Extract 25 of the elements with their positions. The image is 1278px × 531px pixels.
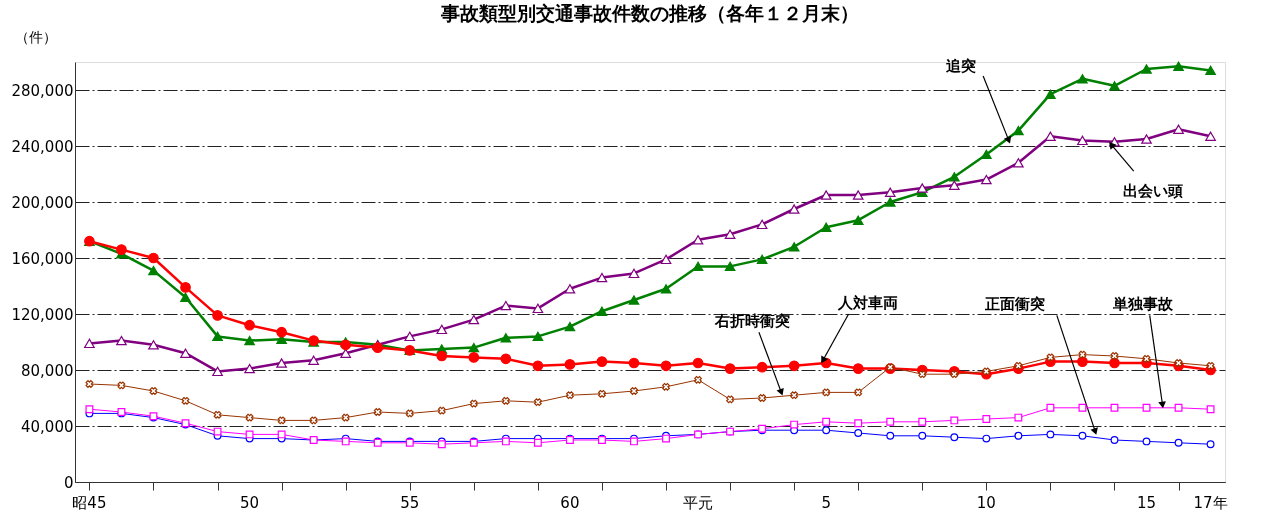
chart-title: 事故類型別交通事故件数の推移（各年１２月末） xyxy=(440,2,859,24)
y-tick-label: 200,000 xyxy=(11,193,74,212)
x-tick-label: 17年 xyxy=(1193,494,1228,512)
y-tick-label: 120,000 xyxy=(11,305,74,324)
x-tick-label: 50 xyxy=(240,494,260,512)
y-tick-label: 80,000 xyxy=(21,361,74,380)
y-tick-label: 280,000 xyxy=(11,81,74,100)
y-tick-label: 40,000 xyxy=(21,417,74,436)
text: 人対車両 xyxy=(836,293,898,312)
x-tick-label: 平元 xyxy=(683,494,714,512)
text: 右折時衝突 xyxy=(714,312,791,330)
x-tick-label: 5 xyxy=(821,494,831,512)
x-tick-label: 55 xyxy=(400,494,420,512)
y-tick-label: 160,000 xyxy=(11,249,74,268)
y-axis-title: （件） xyxy=(14,28,57,45)
text: 単独事故 xyxy=(1112,295,1175,314)
x-tick-label: 15 xyxy=(1136,494,1157,512)
text: 追突 xyxy=(944,57,976,76)
y-tick-label: 240,000 xyxy=(11,137,74,156)
text: 正面衝突 xyxy=(984,295,1046,314)
x-tick-label: 60 xyxy=(560,494,580,512)
text: 出会い頭 xyxy=(1122,181,1183,200)
x-tick-label: 10 xyxy=(976,494,996,512)
x-tick-label: 昭45 xyxy=(72,494,107,512)
y-tick-label: 0 xyxy=(63,473,74,492)
